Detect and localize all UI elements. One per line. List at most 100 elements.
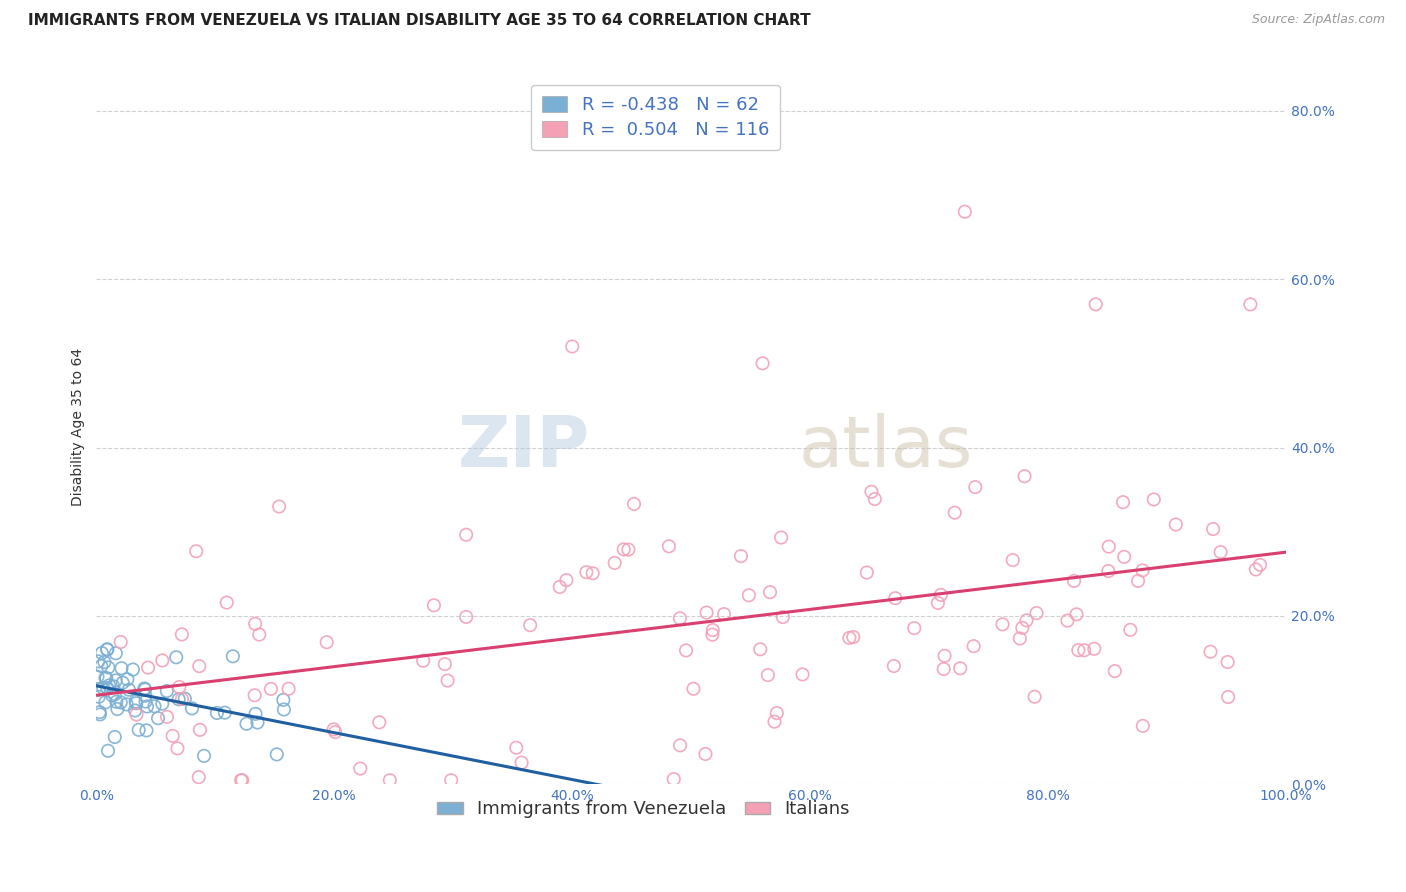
Point [110, 661, 132, 675]
Point [929, 588, 952, 602]
Point [1067, 643, 1090, 657]
Point [245, 706, 267, 721]
Point [115, 698, 138, 712]
Point [273, 702, 295, 716]
Point [456, 527, 478, 541]
Point [1025, 606, 1047, 620]
Point [96, 642, 118, 657]
Point [368, 715, 391, 730]
Point [423, 599, 446, 613]
Point [136, 660, 159, 674]
Point [1126, 574, 1149, 588]
Point [124, 704, 146, 718]
Point [349, 762, 371, 776]
Point [792, 667, 814, 681]
Point [433, 657, 456, 672]
Point [613, 542, 636, 557]
Point [111, 675, 134, 690]
Point [260, 681, 283, 696]
Point [173, 691, 195, 706]
Point [181, 701, 204, 715]
Point [103, 679, 125, 693]
Point [322, 723, 344, 737]
Point [1097, 564, 1119, 578]
Point [751, 356, 773, 370]
Point [675, 643, 697, 657]
Point [378, 773, 401, 788]
Point [772, 610, 794, 624]
Point [662, 772, 685, 786]
Point [87, 654, 110, 668]
Point [1239, 297, 1261, 311]
Point [934, 648, 956, 663]
Point [128, 723, 150, 737]
Point [456, 610, 478, 624]
Point [122, 663, 145, 677]
Point [104, 673, 127, 688]
Point [89, 705, 111, 719]
Point [162, 729, 184, 743]
Point [1218, 690, 1240, 704]
Point [90, 659, 112, 673]
Point [156, 684, 179, 698]
Point [863, 491, 886, 506]
Point [1008, 632, 1031, 646]
Point [1132, 563, 1154, 577]
Point [1015, 613, 1038, 627]
Point [682, 681, 704, 696]
Point [623, 497, 645, 511]
Point [243, 688, 266, 702]
Point [617, 542, 640, 557]
Point [860, 484, 883, 499]
Text: IMMIGRANTS FROM VENEZUELA VS ITALIAN DISABILITY AGE 35 TO 64 CORRELATION CHART: IMMIGRANTS FROM VENEZUELA VS ITALIAN DIS… [28, 13, 811, 29]
Point [186, 544, 208, 558]
Point [838, 631, 860, 645]
Point [1112, 495, 1135, 509]
Point [150, 653, 173, 667]
Point [187, 770, 209, 784]
Point [548, 580, 571, 594]
Point [135, 723, 157, 738]
Point [1209, 545, 1232, 559]
Point [412, 654, 434, 668]
Point [117, 673, 139, 687]
Point [763, 714, 786, 729]
Point [124, 695, 146, 709]
Point [510, 756, 533, 770]
Point [1119, 623, 1142, 637]
Point [669, 611, 692, 625]
Point [93, 655, 115, 669]
Point [229, 773, 252, 788]
Point [215, 596, 238, 610]
Point [107, 702, 129, 716]
Point [96, 681, 118, 695]
Point [440, 773, 463, 788]
Point [883, 659, 905, 673]
Point [101, 689, 124, 703]
Point [315, 635, 337, 649]
Point [231, 773, 253, 788]
Point [1011, 621, 1033, 635]
Point [702, 623, 724, 637]
Point [555, 573, 578, 587]
Point [193, 748, 215, 763]
Point [247, 627, 270, 641]
Text: atlas: atlas [799, 414, 973, 483]
Point [167, 692, 190, 706]
Point [243, 616, 266, 631]
Point [561, 339, 583, 353]
Point [1066, 607, 1088, 622]
Point [97, 744, 120, 758]
Point [90, 646, 112, 660]
Point [266, 747, 288, 762]
Point [146, 711, 169, 725]
Point [156, 710, 179, 724]
Point [884, 591, 907, 606]
Point [273, 693, 295, 707]
Point [756, 668, 779, 682]
Point [669, 739, 692, 753]
Point [89, 707, 111, 722]
Point [658, 539, 681, 553]
Point [269, 500, 291, 514]
Point [104, 730, 127, 744]
